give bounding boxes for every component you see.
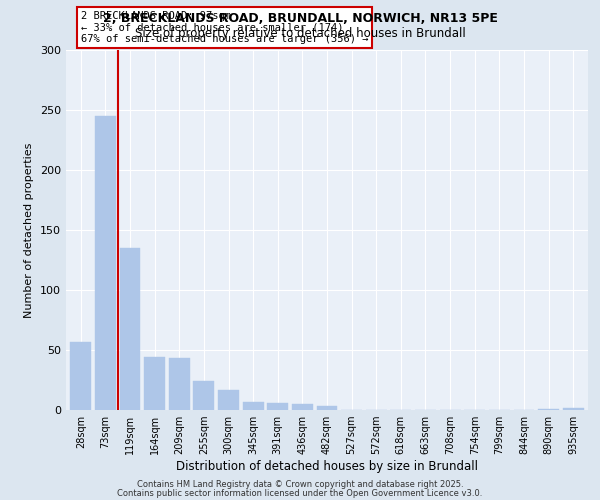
Bar (95, 116, 116, 410)
Bar (563, 408, 584, 410)
Y-axis label: Number of detached properties: Number of detached properties (25, 142, 34, 318)
Bar (119, 248, 140, 410)
Bar (317, 406, 337, 410)
Text: 2 BRECKLANDS ROAD: 97sqm
← 33% of detached houses are smaller (174)
67% of semi-: 2 BRECKLANDS ROAD: 97sqm ← 33% of detach… (81, 11, 368, 44)
Text: Contains HM Land Registry data © Crown copyright and database right 2025.: Contains HM Land Registry data © Crown c… (137, 480, 463, 489)
Bar (144, 357, 165, 410)
Bar (169, 358, 190, 410)
Bar (242, 402, 263, 410)
Text: 2, BRECKLANDS ROAD, BRUNDALL, NORWICH, NR13 5PE: 2, BRECKLANDS ROAD, BRUNDALL, NORWICH, N… (103, 12, 497, 26)
Bar (267, 403, 288, 410)
Bar (292, 404, 313, 410)
Bar (218, 390, 239, 410)
Text: Contains public sector information licensed under the Open Government Licence v3: Contains public sector information licen… (118, 488, 482, 498)
X-axis label: Distribution of detached houses by size in Brundall: Distribution of detached houses by size … (176, 460, 478, 473)
Bar (193, 381, 214, 410)
Bar (538, 409, 559, 410)
Text: Size of property relative to detached houses in Brundall: Size of property relative to detached ho… (134, 28, 466, 40)
Bar (70, 342, 91, 410)
